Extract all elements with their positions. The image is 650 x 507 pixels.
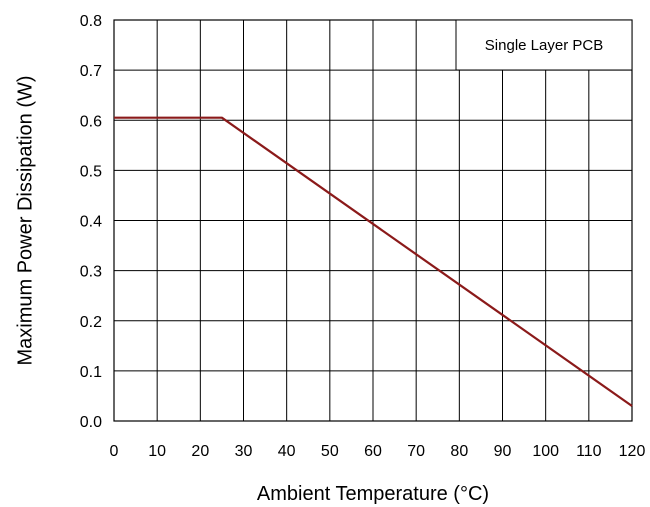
- y-tick-label: 0.0: [80, 414, 102, 431]
- x-tick-labels: 0 10 20 30 40 50 60 70 80 90 100 110 120: [110, 443, 646, 460]
- y-tick-label: 0.6: [80, 113, 102, 130]
- y-tick-labels: 0.0 0.1 0.2 0.3 0.4 0.5 0.6 0.7 0.8: [80, 13, 102, 431]
- annotation-box: [455, 19, 633, 71]
- annotation-label: Single Layer PCB: [485, 37, 603, 54]
- y-tick-label: 0.3: [80, 264, 102, 281]
- y-tick-label: 0.5: [80, 163, 102, 180]
- x-tick-label: 50: [321, 443, 339, 460]
- x-tick-label: 30: [235, 443, 253, 460]
- x-tick-label: 10: [148, 443, 166, 460]
- y-tick-label: 0.4: [80, 214, 102, 231]
- x-tick-label: 40: [278, 443, 296, 460]
- y-tick-label: 0.1: [80, 364, 102, 381]
- x-tick-label: 90: [494, 443, 512, 460]
- y-tick-label: 0.2: [80, 314, 102, 331]
- y-tick-label: 0.7: [80, 63, 102, 80]
- series-layer: [114, 116, 633, 407]
- y-axis-label: Maximum Power Dissipation (W): [14, 75, 36, 365]
- x-tick-label: 0: [110, 443, 119, 460]
- grid-lines: [113, 19, 633, 422]
- x-tick-label: 60: [364, 443, 382, 460]
- y-tick-label: 0.8: [80, 13, 102, 30]
- x-axis-label: Ambient Temperature (°C): [257, 483, 489, 505]
- x-tick-label: 120: [619, 443, 646, 460]
- plot-frame: [113, 19, 633, 422]
- series-line: [114, 116, 633, 407]
- x-tick-label: 80: [450, 443, 468, 460]
- x-tick-label: 110: [576, 443, 602, 460]
- x-tick-label: 100: [532, 443, 559, 460]
- x-tick-label: 20: [191, 443, 209, 460]
- x-tick-label: 70: [407, 443, 425, 460]
